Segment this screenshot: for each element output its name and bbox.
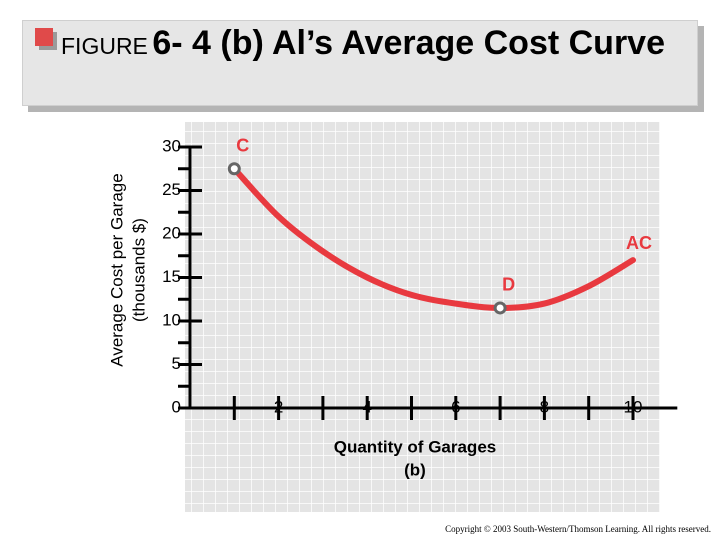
y-axis-title: (thousands $)	[129, 218, 148, 322]
ac-curve	[231, 165, 636, 311]
x-tick-label: 2	[274, 397, 283, 416]
x-tick-label: 8	[540, 397, 549, 416]
y-tick-label: 10	[162, 310, 181, 329]
x-tick-label: 6	[451, 397, 460, 416]
x-axis-title: Quantity of Garages	[334, 437, 496, 456]
y-tick-label: 20	[162, 223, 181, 242]
y-tick-label: 0	[172, 397, 181, 416]
title-icon	[35, 28, 53, 46]
point-label: C	[236, 136, 249, 156]
y-axis-title: Average Cost per Garage	[107, 173, 126, 366]
x-tick-label: 10	[624, 397, 643, 416]
title-prefix: FIGURE	[61, 33, 148, 59]
chart-title: 6- 4 (b) Al’s Average Cost Curve	[152, 24, 665, 62]
title-box: FIGURE 6- 4 (b) Al’s Average Cost Curve	[22, 20, 698, 106]
x-axis-title: (b)	[404, 460, 426, 479]
x-tick-label: 4	[362, 397, 371, 416]
y-tick-label: 30	[162, 136, 181, 155]
y-tick-label: 15	[162, 267, 181, 286]
point-label: D	[502, 275, 515, 295]
point-marker	[227, 162, 241, 176]
plot-background	[185, 122, 660, 512]
copyright: Copyright © 2003 South-Western/Thomson L…	[445, 524, 711, 534]
y-tick-label: 5	[172, 354, 181, 373]
series-label: AC	[626, 233, 652, 253]
point-marker	[493, 301, 507, 315]
y-tick-label: 25	[162, 180, 181, 199]
